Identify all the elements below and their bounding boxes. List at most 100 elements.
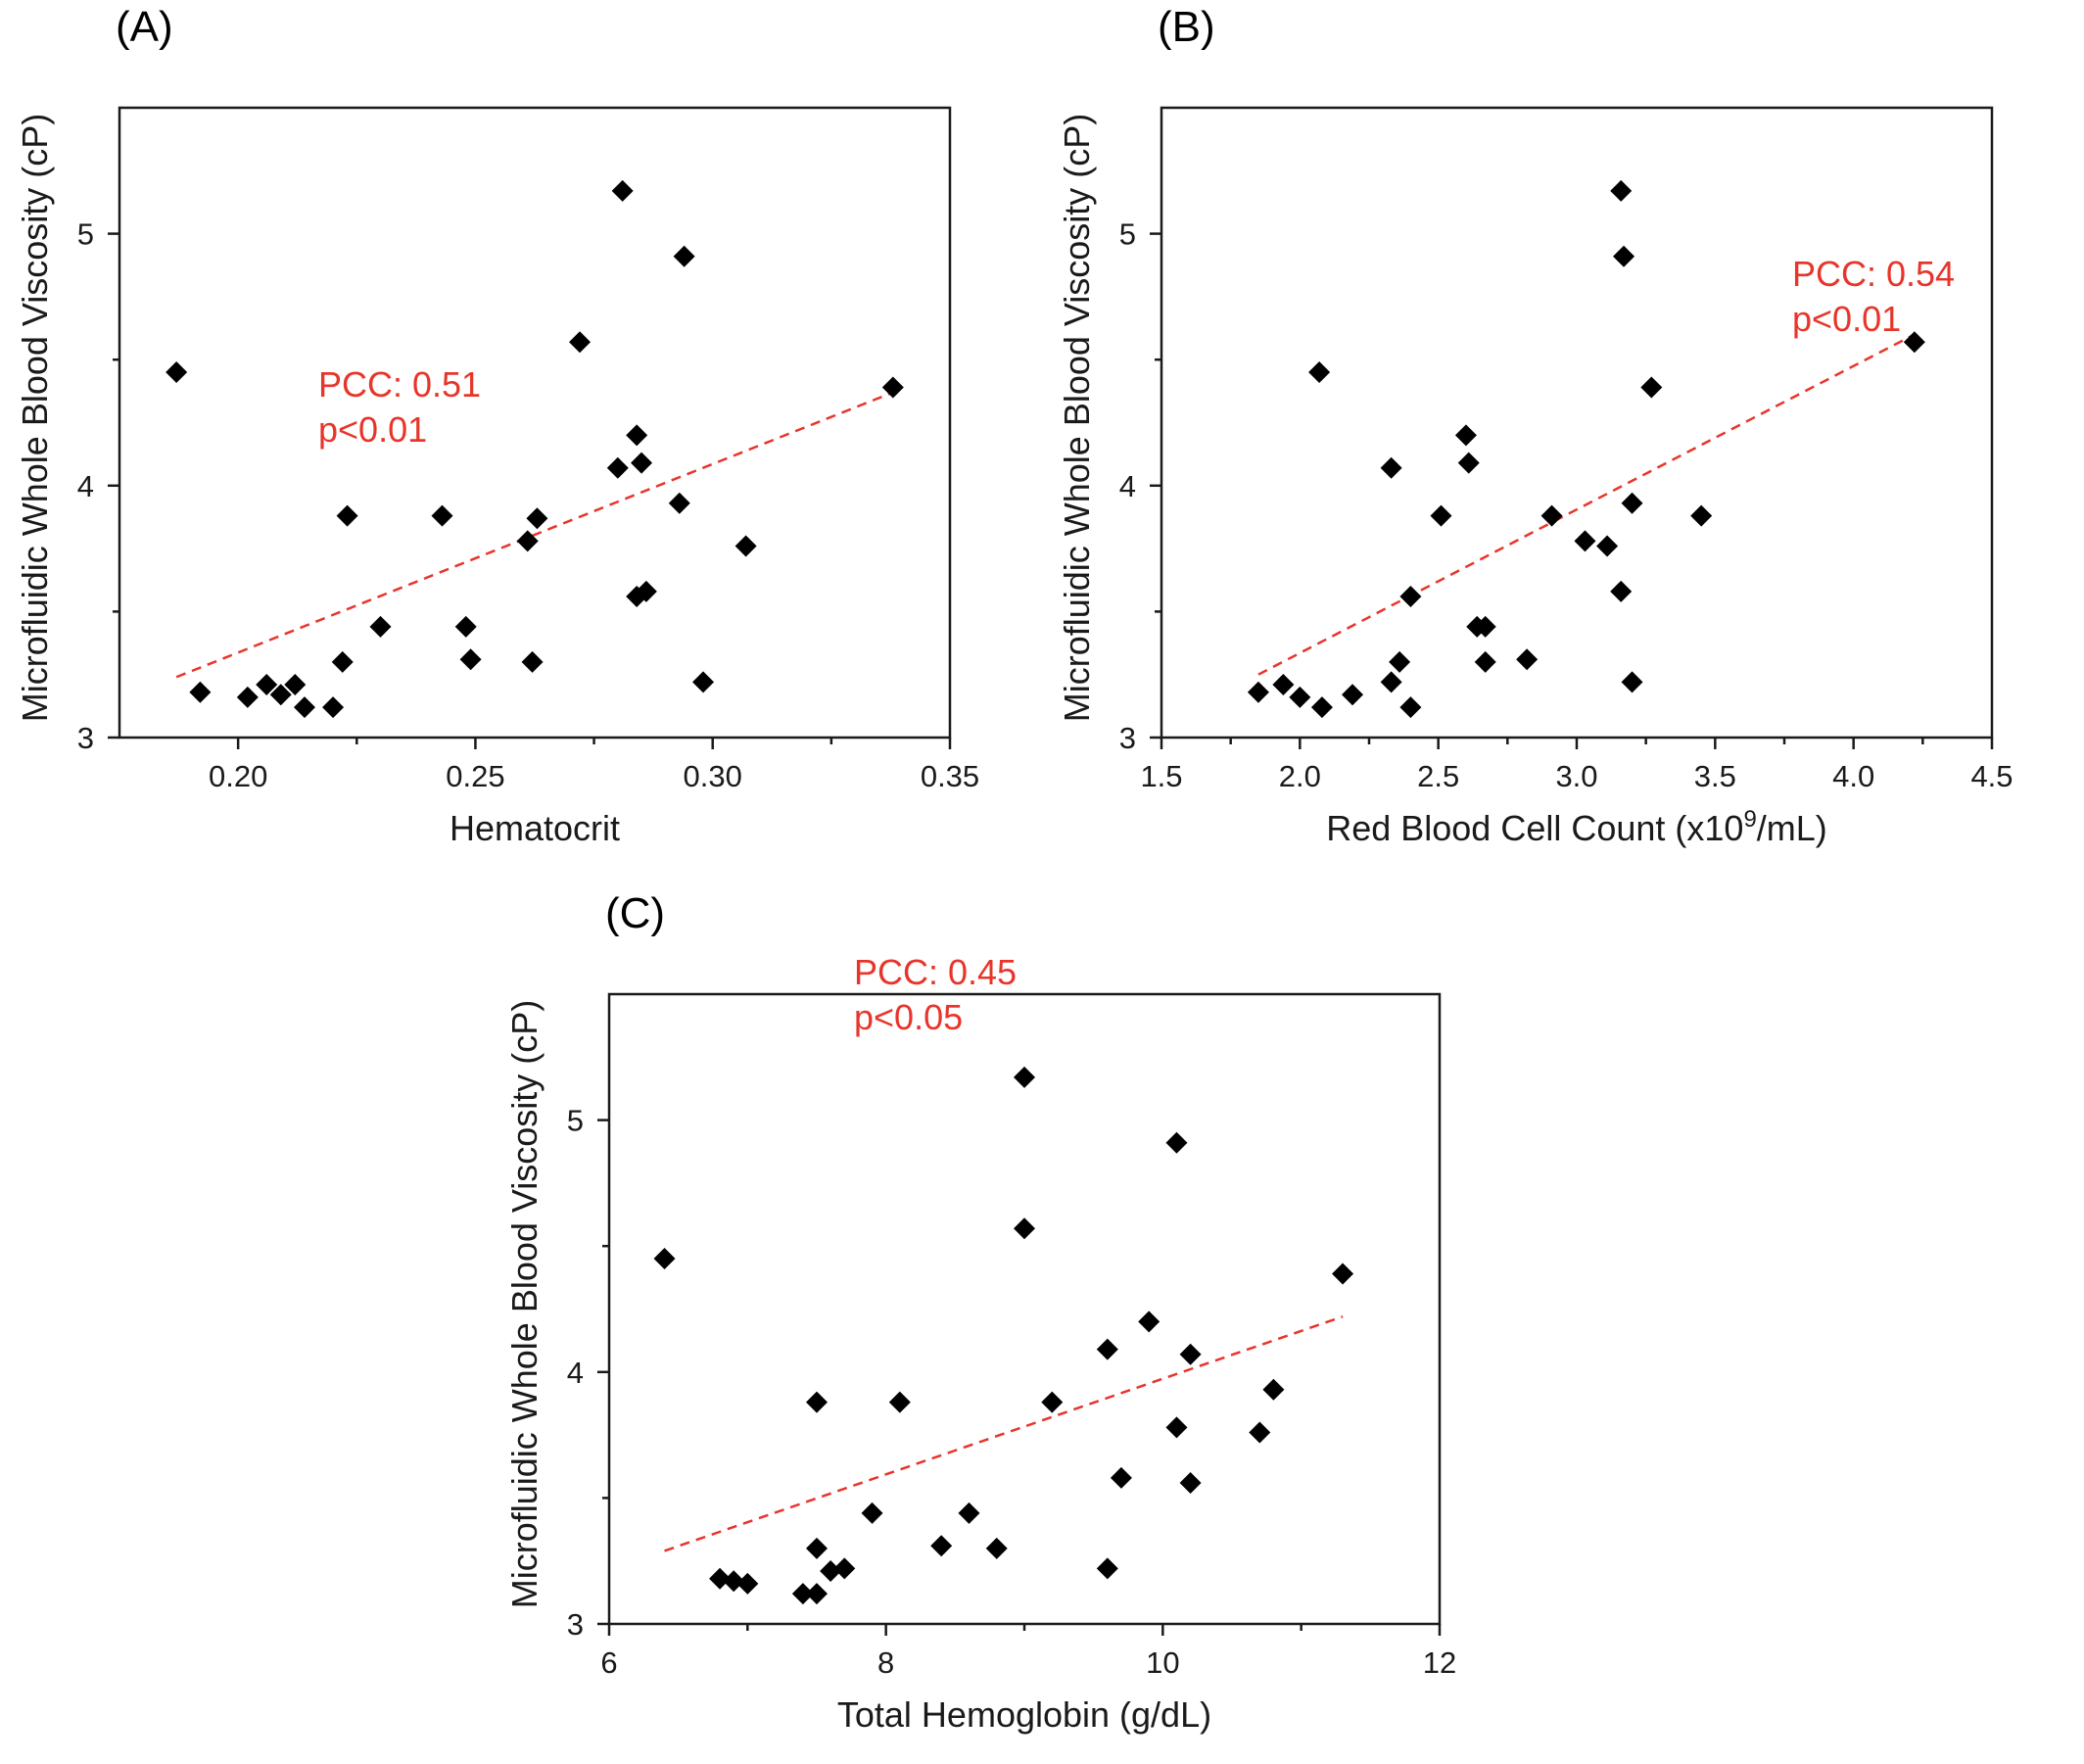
panel-a-data-point — [611, 179, 634, 202]
panel-a-xtick-label: 0.35 — [921, 759, 979, 793]
panel-a-pcc-label: PCC: 0.51 — [318, 364, 481, 405]
panel-a-data-point — [431, 504, 453, 527]
panel-a-plot-frame — [118, 106, 952, 739]
panel-b-data-point — [1389, 650, 1411, 673]
panel-c-xtick-label: 8 — [877, 1645, 894, 1680]
panel-c-data-point — [1096, 1338, 1118, 1360]
panel-b-data-point — [1430, 504, 1452, 527]
panel-b-chart: (B) 1.5 2.0 2.5 3.0 3.5 4.0 4.5 3 4 5 Red Blood Cel… — [1057, 3, 2013, 848]
panel-c-data-point — [1262, 1378, 1285, 1401]
panel-b-data-point — [1457, 452, 1480, 474]
panel-a-chart: (A) 0.20 0.25 0.30 0.35 3 4 5 Hematocrit Microflu… — [15, 3, 979, 848]
panel-c-fit-line — [664, 1315, 1344, 1552]
panel-a-data-point — [668, 492, 690, 514]
panel-a-xtick-label: 0.20 — [209, 759, 267, 793]
panel-c-xtick-label: 6 — [600, 1645, 617, 1680]
panel-c-data-point — [1249, 1421, 1271, 1444]
panel-a-data-point — [569, 331, 592, 354]
panel-c-x-axis-title: Total Hemoglobin (g/dL) — [837, 1694, 1211, 1735]
panel-c-ytick-label: 5 — [567, 1104, 584, 1138]
panel-a-data-point — [369, 615, 392, 638]
panel-c-data-point — [1179, 1471, 1202, 1494]
panel-b-xtick-label: 2.5 — [1417, 759, 1459, 793]
panel-b-xtick-label: 4.0 — [1832, 759, 1874, 793]
panel-b-label: (B) — [1158, 3, 1215, 51]
panel-c-data-point — [653, 1248, 676, 1270]
panel-b-ytick-label: 3 — [1119, 721, 1136, 755]
panel-a-data-point — [631, 452, 653, 474]
panel-c-data-point — [1014, 1217, 1035, 1240]
panel-a-ytick-label: 4 — [77, 469, 94, 503]
panel-c-xtick-label: 12 — [1423, 1645, 1456, 1680]
panel-a-data-point — [626, 424, 648, 447]
panel-a-data-point — [236, 686, 259, 708]
panel-a-data-point — [189, 681, 212, 703]
panel-c-data-point — [1138, 1311, 1160, 1333]
panel-c-ytick-label: 4 — [567, 1356, 584, 1390]
panel-c-data-point — [1014, 1066, 1035, 1088]
panel-b-data-point — [1247, 681, 1269, 703]
panel-a-data-point — [526, 507, 548, 530]
panel-a-data-point — [293, 696, 315, 719]
panel-c-pvalue-label: p<0.05 — [854, 997, 963, 1037]
panel-b-y-axis-title: Microfluidic Whole Blood Viscosity (cP) — [1057, 114, 1097, 723]
panel-c-data-point — [806, 1583, 828, 1605]
panel-c-data-point — [1332, 1263, 1354, 1285]
panel-a-x-axis-title: Hematocrit — [450, 808, 620, 848]
panel-c-data-point — [709, 1567, 732, 1590]
panel-a-data-point — [734, 535, 757, 557]
panel-b-data-point — [1474, 615, 1496, 638]
panel-c-data-point — [985, 1537, 1008, 1559]
panel-c-xtick-label: 10 — [1146, 1645, 1179, 1680]
panel-b-data-point — [1380, 456, 1402, 479]
panel-b-data-point — [1621, 671, 1643, 693]
panel-a-data-point — [516, 530, 539, 552]
panel-a-data-point — [256, 673, 278, 695]
panel-b-data-point — [1574, 530, 1596, 552]
panel-b-data-point — [1399, 585, 1422, 607]
panel-b-xtick-label: 3.5 — [1694, 759, 1736, 793]
panel-b-xtick-label: 4.5 — [1970, 759, 2013, 793]
panel-a-xtick-label: 0.25 — [446, 759, 504, 793]
panel-a-fit-line — [175, 391, 894, 679]
panel-b-xtick-label: 3.0 — [1555, 759, 1597, 793]
panel-a-ytick-label: 5 — [77, 217, 94, 252]
panel-c-data-point — [1096, 1557, 1118, 1580]
panel-b-data-point — [1690, 504, 1713, 527]
panel-b-data-point — [1640, 376, 1663, 399]
panel-c-data-point — [888, 1391, 911, 1413]
panel-a-data-point — [635, 580, 657, 602]
panel-c-data-point — [930, 1535, 953, 1557]
panel-b-fit-line — [1257, 333, 1916, 676]
panel-c-pcc-label: PCC: 0.45 — [854, 952, 1017, 992]
panel-b-data-point — [1342, 684, 1364, 706]
panel-a-ytick-label: 3 — [77, 721, 94, 755]
panel-a-y-axis-title: Microfluidic Whole Blood Viscosity (cP) — [15, 114, 55, 723]
panel-b-data-point — [1474, 650, 1496, 673]
panel-c-data-point — [958, 1502, 980, 1524]
panel-b-pcc-label: PCC: 0.54 — [1792, 254, 1955, 294]
panel-b-pvalue-label: p<0.01 — [1792, 299, 1901, 339]
panel-a-data-point — [284, 673, 307, 695]
panel-c-data-point — [736, 1572, 759, 1595]
panel-c-data-point — [806, 1391, 828, 1413]
panel-b-plot-frame — [1160, 106, 1994, 739]
panel-c-chart: (C) 6 8 10 12 3 4 5 Total Hemoglobin (g/dL) Micro… — [504, 889, 1456, 1735]
panel-c-data-point — [1041, 1391, 1064, 1413]
panel-a-data-point — [459, 648, 482, 671]
panel-a-data-point — [269, 684, 292, 706]
panel-c-y-axis-title: Microfluidic Whole Blood Viscosity (cP) — [504, 1000, 545, 1609]
panel-b-data-point — [1308, 361, 1331, 384]
panel-a-data-point — [454, 615, 477, 638]
panel-a-data-point — [521, 650, 544, 673]
panel-c-data-point — [723, 1570, 745, 1593]
panel-b-xtick-label: 2.0 — [1279, 759, 1321, 793]
panel-b-ytick-label: 4 — [1119, 469, 1136, 503]
panel-b-data-point — [1454, 424, 1477, 447]
panel-c-data-point — [791, 1583, 814, 1605]
panel-b-data-point — [1516, 648, 1539, 671]
panel-b-data-point — [1610, 580, 1633, 602]
panel-a-data-point — [673, 245, 695, 267]
panel-a-data-point — [606, 456, 629, 479]
panel-c-label: (C) — [605, 889, 665, 937]
